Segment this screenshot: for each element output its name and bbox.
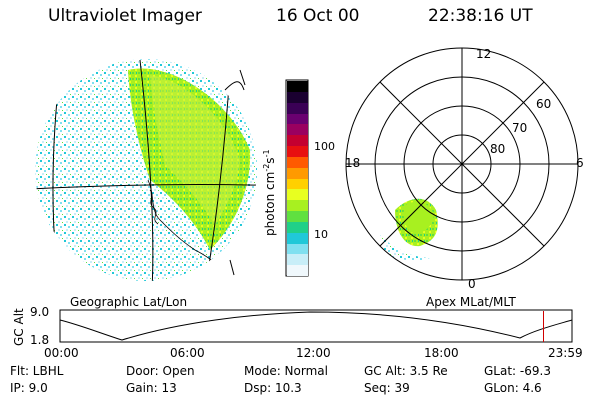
colorbar-swatch (287, 254, 308, 266)
footer-key: Seq: 39 (364, 381, 410, 395)
footer-key: GLon: 4.6 (484, 381, 542, 395)
colorbar-swatch (287, 102, 308, 114)
mlat-label-70: 70 (512, 121, 528, 135)
mlt-label-6: 6 (576, 156, 584, 170)
footer-key: Gain: 13 (126, 381, 177, 395)
colorbar-tick-10: 10 (314, 228, 328, 241)
geographic-image (35, 59, 257, 281)
polar-panel-label: Apex MLat/MLT (426, 295, 516, 309)
alt-xtick-0000: 00:00 (44, 346, 79, 360)
colorbar-swatch (287, 113, 308, 125)
date-label: 16 Oct 00 (276, 6, 360, 26)
colorbar-unit-exp1: -2 (262, 163, 271, 172)
colorbar-swatch (287, 91, 308, 104)
colorbar-unit-mid: s (263, 157, 277, 164)
footer-key: Door: Open (126, 364, 195, 378)
colorbar-swatch (287, 243, 308, 255)
mlat-label-80: 80 (490, 142, 506, 156)
colorbar-swatch (287, 167, 308, 179)
colorbar-gradient (287, 81, 308, 277)
mlt-label-18: 18 (345, 156, 361, 170)
colorbar-swatch (287, 146, 308, 158)
colorbar-swatch (287, 124, 308, 136)
polar-grid (345, 47, 579, 281)
colorbar-tick-100: 100 (314, 140, 335, 153)
alt-ytick-9: 9.0 (30, 305, 50, 319)
geo-panel-label: Geographic Lat/Lon (70, 295, 188, 309)
colorbar-swatch (287, 135, 308, 147)
footer-key: IP: 9.0 (10, 381, 48, 395)
footer-key: Dsp: 10.3 (244, 381, 302, 395)
footer-key: GLat: -69.3 (484, 364, 551, 378)
alt-ylabel: GC Alt (12, 308, 26, 346)
colorbar-swatch (287, 232, 308, 244)
altitude-plot (59, 309, 573, 343)
time-label: 22:38:16 UT (428, 6, 533, 26)
current-time-marker (542, 311, 544, 342)
footer-key: GC Alt: 3.5 Re (364, 364, 448, 378)
colorbar-swatch (287, 211, 308, 223)
colorbar-swatch (287, 178, 308, 190)
colorbar-unit-text: photon cm (263, 171, 277, 236)
colorbar-swatch (287, 265, 308, 277)
alt-ytick-1-8: 1.8 (30, 333, 50, 347)
mlt-label-12: 12 (476, 47, 492, 61)
footer-key: Flt: LBHL (10, 364, 64, 378)
footer-key: Mode: Normal (244, 364, 328, 378)
alt-xtick-2359: 23:59 (548, 346, 583, 360)
colorbar-swatch (287, 81, 308, 93)
colorbar-unit-label: photon cm-2s-1 (262, 149, 277, 236)
colorbar-unit-exp2: -1 (262, 149, 271, 158)
colorbar-swatch (287, 221, 308, 234)
colorbar-swatch (287, 200, 308, 212)
alt-xtick-1200: 12:00 (296, 346, 331, 360)
mlat-label-60: 60 (536, 97, 552, 111)
alt-xtick-1800: 18:00 (424, 346, 459, 360)
alt-xtick-0600: 06:00 (170, 346, 205, 360)
mlt-label-0: 0 (468, 277, 476, 291)
app-title: Ultraviolet Imager (48, 6, 202, 26)
colorbar-swatch (287, 156, 308, 169)
colorbar-swatch (287, 189, 308, 201)
